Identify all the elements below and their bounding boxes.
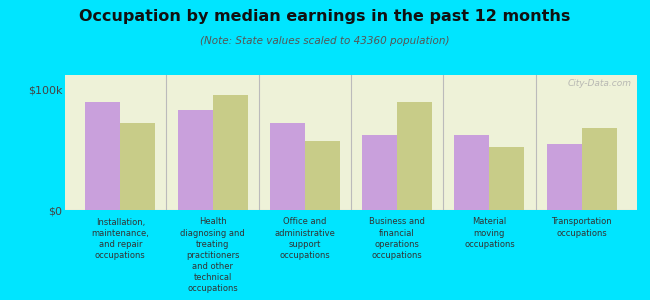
Bar	[120, 123, 155, 210]
Text: Installation,
maintenance,
and repair
occupations: Installation, maintenance, and repair oc…	[92, 218, 150, 260]
Text: (Note: State values scaled to 43360 population): (Note: State values scaled to 43360 popu…	[200, 36, 450, 46]
Bar	[305, 141, 340, 210]
Text: City-Data.com: City-Data.com	[567, 79, 631, 88]
Bar	[489, 147, 525, 210]
Text: Office and
administrative
support
occupations: Office and administrative support occupa…	[274, 218, 335, 260]
Bar	[85, 101, 120, 210]
Bar	[362, 135, 397, 210]
Text: Material
moving
occupations: Material moving occupations	[464, 218, 515, 249]
Text: Health
diagnosing and
treating
practitioners
and other
technical
occupations: Health diagnosing and treating practitio…	[180, 218, 245, 293]
Bar	[582, 128, 617, 210]
Bar	[270, 123, 305, 210]
Bar	[213, 95, 248, 210]
Text: Business and
financial
operations
occupations: Business and financial operations occupa…	[369, 218, 425, 260]
Bar	[177, 110, 213, 210]
Text: Occupation by median earnings in the past 12 months: Occupation by median earnings in the pas…	[79, 9, 571, 24]
Bar	[454, 135, 489, 210]
Bar	[547, 144, 582, 210]
Text: Transportation
occupations: Transportation occupations	[551, 218, 612, 238]
Bar	[397, 101, 432, 210]
